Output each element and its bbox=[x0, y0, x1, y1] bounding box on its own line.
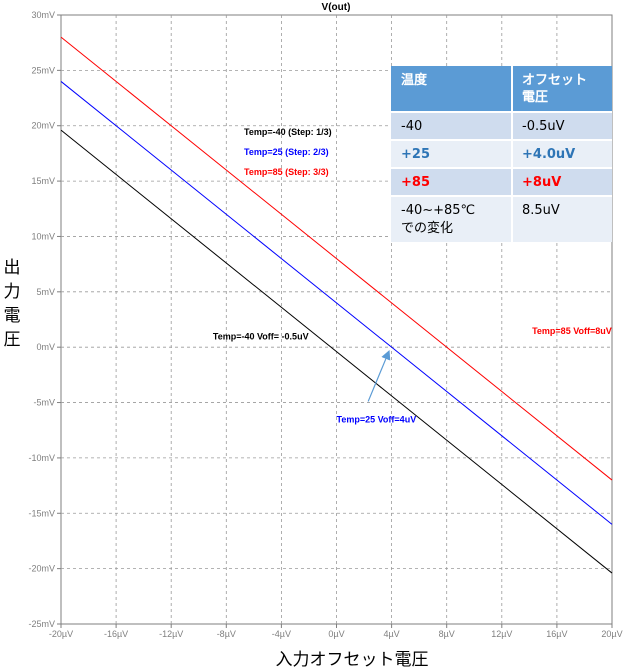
table-row-bg bbox=[391, 112, 612, 140]
legend-entry: Temp=-40 (Step: 1/3) bbox=[244, 127, 332, 137]
x-tick-label: 8µV bbox=[439, 629, 455, 639]
y-tick-label: 30mV bbox=[31, 10, 55, 20]
table-cell: -40 bbox=[401, 119, 422, 134]
table-header-line: オフセット bbox=[522, 73, 587, 88]
y-axis-label-char: 電 bbox=[4, 306, 21, 326]
x-tick-label: 16µV bbox=[546, 629, 567, 639]
series-line-2 bbox=[60, 81, 613, 525]
table-header-cell: 温度 bbox=[401, 72, 428, 88]
series-line-1 bbox=[60, 129, 613, 574]
y-tick-label: 25mV bbox=[31, 65, 55, 75]
x-tick-label: 12µV bbox=[491, 629, 512, 639]
table-row-bg bbox=[391, 140, 612, 168]
table-cell-line: 8.5uV bbox=[522, 203, 560, 218]
x-axis-label: 入力オフセット電圧 bbox=[276, 650, 429, 670]
table-cell-line: -40 bbox=[401, 119, 422, 134]
table-cell: -0.5uV bbox=[522, 119, 565, 134]
y-tick-label: 15mV bbox=[31, 176, 55, 186]
legend-entry: Temp=85 (Step: 3/3) bbox=[244, 167, 329, 177]
x-tick-label: -8µV bbox=[217, 629, 236, 639]
table-cell-line: +4.0uV bbox=[522, 147, 575, 162]
annotation-label: Temp=25 Voff=4uV bbox=[337, 414, 417, 424]
table-cell-line: +85 bbox=[401, 175, 430, 190]
y-tick-label: 5mV bbox=[36, 287, 55, 297]
table-cell: +4.0uV bbox=[522, 147, 575, 162]
x-tick-label: -20µV bbox=[49, 629, 73, 639]
y-axis-label: 出力電圧 bbox=[4, 258, 21, 350]
series-line-3 bbox=[60, 36, 613, 481]
y-axis-ticks: 30mV 25mV 20mV 15mV 10mV 5mV 0mV -5mV -10mV -15mV… bbox=[28, 10, 61, 629]
y-axis-label-char: 圧 bbox=[4, 330, 21, 350]
y-tick-label: 20mV bbox=[31, 121, 55, 131]
table-header-cell: オフセット電圧 bbox=[522, 73, 587, 105]
chart-title: V(out) bbox=[322, 2, 351, 13]
series-lines bbox=[60, 36, 613, 574]
legend-entry: Temp=25 (Step: 2/3) bbox=[244, 147, 329, 157]
legend: Temp=-40 (Step: 1/3) Temp=25 (Step: 2/3) T… bbox=[244, 127, 332, 177]
y-tick-label: -15mV bbox=[28, 508, 55, 518]
x-tick-label: 20µV bbox=[601, 629, 622, 639]
x-tick-label: 0µV bbox=[328, 629, 344, 639]
table-cell: -40~+85℃ での変化 bbox=[401, 203, 475, 236]
y-tick-label: -5mV bbox=[33, 398, 55, 408]
y-axis-label-char: 力 bbox=[4, 282, 21, 302]
y-tick-label: -20mV bbox=[28, 564, 55, 574]
x-tick-label: -12µV bbox=[159, 629, 183, 639]
annotation-label: Temp=85 Voff=8uV bbox=[532, 326, 612, 336]
x-axis-ticks: -20µV -16µV -12µV -8µV -4µV 0µV 4µV 8µV 12µV 16µV… bbox=[49, 624, 623, 639]
annotation-label: Temp=-40 Voff= -0.5uV bbox=[213, 331, 309, 341]
annotations: Temp=-40 Voff= -0.5uV Temp=85 Voff=8uV Tem… bbox=[213, 326, 612, 425]
table-cell: +25 bbox=[401, 147, 430, 162]
offset-table: 温度 オフセット電圧 -40 -0.5uV +25 +4.0uV +85 +8uV -40~+8… bbox=[391, 66, 612, 242]
table-cell-line: での変化 bbox=[401, 220, 453, 236]
x-tick-label: -4µV bbox=[272, 629, 291, 639]
x-tick-label: -16µV bbox=[104, 629, 128, 639]
grid bbox=[61, 15, 612, 624]
table-cell: 8.5uV bbox=[522, 203, 560, 218]
table-cell: +8uV bbox=[522, 175, 561, 190]
table-header-line: 電圧 bbox=[522, 90, 548, 105]
table-cell-line: +25 bbox=[401, 147, 430, 162]
table-cell: +85 bbox=[401, 175, 430, 190]
y-axis-label-char: 出 bbox=[4, 258, 21, 278]
x-tick-label: 4µV bbox=[383, 629, 399, 639]
y-tick-label: 0mV bbox=[36, 342, 55, 352]
annotation-arrow bbox=[367, 349, 391, 402]
table-row-bg bbox=[391, 168, 612, 196]
y-tick-label: -10mV bbox=[28, 453, 55, 463]
table-cell-line: -0.5uV bbox=[522, 119, 565, 134]
y-tick-label: 10mV bbox=[31, 231, 55, 241]
table-row-bg bbox=[391, 196, 612, 242]
table-header-line: 温度 bbox=[401, 72, 428, 88]
y-tick-label: -25mV bbox=[28, 619, 55, 629]
table-cell-line: +8uV bbox=[522, 175, 561, 190]
table-cell-line: -40~+85℃ bbox=[401, 203, 475, 218]
table-header-bg bbox=[391, 66, 612, 112]
